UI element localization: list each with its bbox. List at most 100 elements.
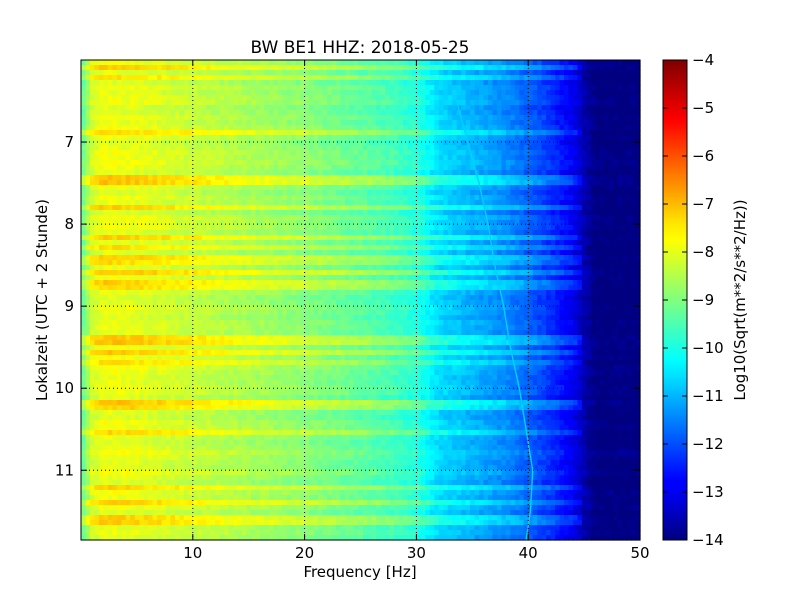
heatmap-cell bbox=[130, 255, 136, 261]
heatmap-cell bbox=[376, 125, 382, 131]
heatmap-cell bbox=[125, 185, 131, 191]
heatmap-cell bbox=[81, 60, 87, 66]
heatmap-cell bbox=[599, 155, 605, 161]
heatmap-cell bbox=[411, 155, 417, 161]
heatmap-cell bbox=[514, 205, 520, 211]
heatmap-cell bbox=[434, 110, 440, 116]
heatmap-cell bbox=[304, 70, 310, 76]
heatmap-cell bbox=[81, 75, 87, 81]
heatmap-cell bbox=[264, 210, 270, 216]
heatmap-cell bbox=[286, 255, 292, 261]
heatmap-cell bbox=[394, 180, 400, 186]
heatmap-cell bbox=[568, 185, 574, 191]
heatmap-cell bbox=[358, 110, 364, 116]
heatmap-cell bbox=[434, 65, 440, 71]
heatmap-cell bbox=[474, 105, 480, 111]
heatmap-cell bbox=[224, 130, 230, 136]
heatmap-cell bbox=[148, 135, 154, 141]
heatmap-cell bbox=[631, 195, 637, 201]
heatmap-cell bbox=[304, 245, 310, 251]
heatmap-cell bbox=[474, 190, 480, 196]
heatmap-cell bbox=[322, 240, 328, 246]
heatmap-cell bbox=[371, 255, 377, 261]
heatmap-cell bbox=[349, 85, 355, 91]
heatmap-cell bbox=[470, 255, 476, 261]
heatmap-cell bbox=[282, 250, 288, 256]
heatmap-cell bbox=[219, 190, 225, 196]
heatmap-cell bbox=[555, 95, 561, 101]
heatmap-cell bbox=[537, 220, 543, 226]
heatmap-cell bbox=[447, 105, 453, 111]
heatmap-cell bbox=[273, 180, 279, 186]
heatmap-cell bbox=[313, 240, 319, 246]
heatmap-cell bbox=[210, 85, 216, 91]
heatmap-cell bbox=[389, 100, 395, 106]
heatmap-cell bbox=[385, 200, 391, 206]
heatmap-cell bbox=[157, 185, 163, 191]
heatmap-cell bbox=[411, 245, 417, 251]
heatmap-cell bbox=[295, 125, 301, 131]
heatmap-cell bbox=[546, 140, 552, 146]
heatmap-cell bbox=[273, 125, 279, 131]
heatmap-cell bbox=[599, 195, 605, 201]
heatmap-cell bbox=[210, 210, 216, 216]
heatmap-cell bbox=[411, 60, 417, 66]
heatmap-cell bbox=[626, 160, 632, 166]
heatmap-cell bbox=[318, 130, 324, 136]
heatmap-cell bbox=[161, 95, 167, 101]
heatmap-cell bbox=[559, 255, 565, 261]
heatmap-cell bbox=[541, 70, 547, 76]
heatmap-cell bbox=[474, 120, 480, 126]
heatmap-cell bbox=[461, 225, 467, 231]
heatmap-cell bbox=[206, 60, 212, 66]
heatmap-cell bbox=[389, 245, 395, 251]
heatmap-cell bbox=[233, 235, 239, 241]
heatmap-cell bbox=[394, 250, 400, 256]
heatmap-cell bbox=[452, 95, 458, 101]
heatmap-cell bbox=[434, 105, 440, 111]
heatmap-cell bbox=[590, 120, 596, 126]
heatmap-cell bbox=[523, 115, 529, 121]
heatmap-cell bbox=[599, 250, 605, 256]
heatmap-cell bbox=[541, 175, 547, 181]
heatmap-cell bbox=[563, 205, 570, 211]
heatmap-cell bbox=[505, 235, 511, 241]
heatmap-cell bbox=[94, 235, 100, 241]
heatmap-cell bbox=[367, 240, 373, 246]
heatmap-cell bbox=[85, 100, 91, 106]
heatmap-cell bbox=[157, 235, 163, 241]
heatmap-cell bbox=[300, 70, 306, 76]
heatmap-cell bbox=[371, 235, 377, 241]
heatmap-cell bbox=[626, 100, 632, 106]
heatmap-cell bbox=[241, 225, 248, 231]
heatmap-cell bbox=[89, 125, 96, 131]
heatmap-cell bbox=[613, 150, 619, 156]
heatmap-cell bbox=[215, 140, 221, 146]
heatmap-cell bbox=[380, 245, 386, 251]
heatmap-cell bbox=[429, 110, 435, 116]
heatmap-cell bbox=[273, 135, 279, 141]
heatmap-cell bbox=[125, 205, 131, 211]
heatmap-cell bbox=[143, 120, 149, 126]
heatmap-cell bbox=[523, 70, 529, 76]
heatmap-cell bbox=[371, 250, 377, 256]
heatmap-cell bbox=[335, 210, 341, 216]
heatmap-cell bbox=[523, 255, 529, 261]
heatmap-cell bbox=[277, 240, 283, 246]
heatmap-cell bbox=[304, 190, 310, 196]
heatmap-cell bbox=[613, 190, 619, 196]
heatmap-cell bbox=[532, 145, 538, 151]
heatmap-cell bbox=[599, 85, 605, 91]
heatmap-cell bbox=[237, 105, 243, 111]
heatmap-cell bbox=[349, 170, 355, 176]
heatmap-cell bbox=[479, 165, 485, 171]
heatmap-cell bbox=[197, 95, 203, 101]
heatmap-cell bbox=[255, 175, 261, 181]
heatmap-cell bbox=[98, 215, 104, 221]
heatmap-cell bbox=[121, 250, 127, 256]
heatmap-cell bbox=[394, 80, 400, 86]
heatmap-cell bbox=[429, 200, 435, 206]
heatmap-cell bbox=[613, 115, 619, 121]
heatmap-cell bbox=[608, 80, 614, 86]
heatmap-cell bbox=[617, 235, 623, 241]
